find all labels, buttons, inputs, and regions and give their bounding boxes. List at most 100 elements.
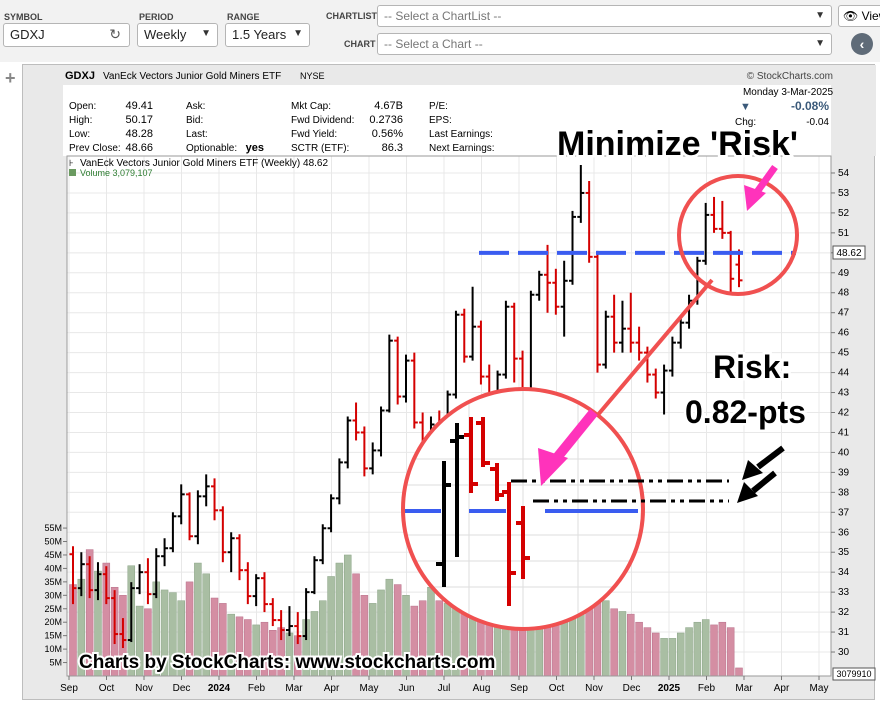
down-triangle-icon: ▼ (740, 101, 751, 113)
y-tick-label: 45 (838, 348, 850, 359)
black-arrow-icon (737, 445, 785, 503)
stat-label: Prev Close: (69, 143, 121, 154)
stat-label: Next Earnings: (429, 143, 495, 154)
legend-price-icon: ⊦ (69, 158, 74, 168)
stat-value: yes (246, 142, 264, 154)
chart-select[interactable]: -- Select a Chart -- ▼ (377, 33, 832, 55)
stat-value: 50.17 (125, 114, 153, 126)
last-price-box (832, 245, 866, 260)
zoom-ohlc-bars (436, 417, 530, 606)
volume-bar (701, 619, 710, 676)
header-chg-value: -0.04 (806, 117, 829, 128)
header-pct-change: -0.08% (791, 99, 829, 113)
x-tick-label: Dec (623, 683, 641, 694)
stats-table: Open: 49.41 High: 50.17 Low: 48.28 Prev Close:… (69, 100, 495, 154)
volume-bar (718, 621, 727, 676)
zoom-connector-line (589, 278, 714, 425)
y-tick-label: 49 (838, 268, 850, 279)
x-tick-label: Sep (60, 683, 78, 694)
stat-value: 0.2736 (369, 114, 403, 126)
y-tick-label: 52 (838, 208, 850, 219)
y-tick-label: 48 (838, 288, 850, 299)
view-button[interactable]: 👁 View (838, 5, 880, 27)
volume-tick-label: 15M (44, 631, 62, 641)
chartlist-select[interactable]: -- Select a ChartList -- ▼ (377, 5, 832, 27)
y-tick-label: 43 (838, 388, 850, 399)
annotation-title: Minimize 'Risk' (557, 125, 798, 163)
pink-arrow-head (744, 185, 766, 211)
view-button-label: View (861, 9, 880, 23)
chevron-left-icon[interactable]: ‹ (851, 33, 873, 55)
y-tick-label: 38 (838, 487, 850, 498)
last-price-tag: 48.62 (832, 245, 866, 260)
x-tick-label: Oct (549, 683, 565, 694)
x-tick-label: Mar (285, 683, 303, 694)
refresh-icon[interactable]: ↻ (109, 26, 121, 42)
chevron-down-icon: ▼ (293, 28, 303, 39)
chart-toolbar: SYMBOL GDXJ ↻ PERIOD Weekly ▼ RANGE 1.5 … (0, 0, 880, 62)
chart-credit: Charts by StockCharts: www.stockcharts.c… (79, 652, 495, 673)
symbol-label: SYMBOL (4, 12, 43, 22)
volume-bar (335, 562, 344, 676)
y-tick-label: 33 (838, 587, 850, 598)
volume-bar (385, 578, 394, 676)
plus-icon[interactable]: + (5, 68, 16, 88)
stat-value: 86.3 (382, 142, 403, 154)
volume-tick-label: 5M (49, 658, 62, 668)
volume-tick-label: 25M (44, 604, 62, 614)
period-select[interactable]: Weekly ▼ (137, 23, 218, 47)
y-tick-label: 53 (838, 188, 850, 199)
last-volume-box (832, 667, 876, 681)
volume-bar (360, 595, 369, 676)
y-tick-label: 34 (838, 567, 850, 578)
volume-tick-label: 20M (44, 617, 62, 627)
stat-value: 48.66 (125, 142, 153, 154)
stat-label: Bid: (186, 115, 203, 126)
x-tick-label: Feb (698, 683, 716, 694)
legend-price: VanEck Vectors Junior Gold Miners ETF (W… (80, 158, 328, 169)
y-tick-label: 32 (838, 607, 850, 618)
pink-arrow-icon (538, 408, 598, 486)
period-label: PERIOD (139, 12, 174, 22)
symbol-input[interactable]: GDXJ ↻ (3, 23, 130, 47)
chartlist-label: CHARTLIST (326, 11, 377, 21)
stat-label: Fwd Yield: (291, 129, 337, 140)
x-tick-label: May (810, 683, 829, 694)
chart-select-value: -- Select a Chart -- (384, 37, 483, 51)
volume-tick-label: 50M (44, 537, 62, 547)
x-tick-label: Feb (248, 683, 266, 694)
y-tick-label: 44 (838, 368, 850, 379)
chevron-down-icon: ▼ (815, 38, 825, 49)
stat-label: Last Earnings: (429, 129, 493, 140)
y-tick-label: 51 (838, 228, 850, 239)
period-select-value: Weekly (144, 27, 187, 42)
volume-bar (660, 638, 668, 676)
volume-bar (726, 627, 735, 676)
annotation-risk-label: Risk: (713, 349, 791, 385)
volume-bar (652, 632, 660, 676)
volume-bar (643, 627, 652, 676)
chevron-down-icon: ▼ (201, 28, 211, 39)
volume-bar (410, 605, 419, 676)
x-tick-label: 2025 (658, 683, 681, 694)
y-tick-label: 31 (838, 627, 850, 638)
highlight-circle (677, 174, 799, 296)
price-axis: 30 31 32 33 34 35 36 37 38 39 40 41 42 43 44 45 46 47 48 49… (831, 168, 850, 658)
watermark: © StockCharts.com (747, 71, 833, 82)
volume-bar (85, 549, 94, 676)
volume-tick-label: 10M (44, 644, 62, 654)
volume-bar (135, 605, 144, 676)
stat-value: 49.41 (125, 100, 153, 112)
volume-bar (710, 624, 718, 676)
zoom-inset (401, 387, 645, 631)
range-select[interactable]: 1.5 Years ▼ (225, 23, 310, 47)
volume-bar (676, 632, 685, 676)
zoom-inset-content (403, 389, 643, 629)
volume-bar (260, 621, 269, 676)
stat-label: EPS: (429, 115, 452, 126)
stat-value: 4.67B (374, 100, 403, 112)
volume-bar (610, 608, 618, 676)
volume-bar (735, 667, 743, 676)
volume-tick-label: 30M (44, 590, 62, 600)
header-date: Monday 3-Mar-2025 (743, 87, 833, 98)
